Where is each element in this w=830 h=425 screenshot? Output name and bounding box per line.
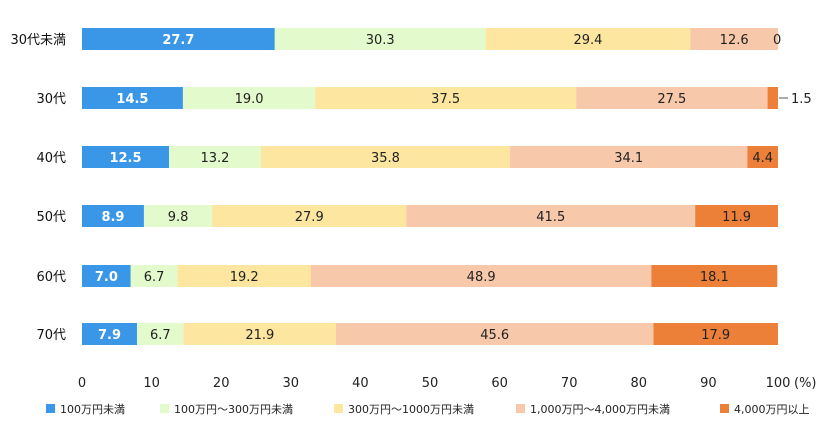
data-label: 1.5	[791, 92, 812, 107]
bar-segment	[651, 265, 778, 287]
data-label: 37.5	[431, 92, 460, 107]
data-label: 12.6	[720, 33, 749, 48]
x-tick-label: 70	[561, 376, 578, 391]
data-label: 13.2	[200, 151, 229, 166]
bar-segment	[82, 146, 169, 168]
data-label: 18.1	[700, 270, 729, 285]
bar-segment	[130, 265, 178, 287]
data-label: 45.6	[480, 328, 509, 343]
data-label: 9.8	[168, 210, 189, 225]
bar-segment	[653, 323, 778, 345]
data-label: 6.7	[144, 270, 165, 285]
category-label: 50代	[36, 210, 66, 225]
x-axis-unit: (%)	[794, 376, 817, 391]
data-label: 19.2	[230, 270, 259, 285]
bar-segment	[82, 87, 183, 109]
data-label: 27.7	[162, 33, 194, 48]
category-labels: 30代未満 30代 40代 50代 60代 70代	[10, 33, 66, 343]
bar-segment	[177, 265, 311, 287]
bar-segment	[212, 205, 407, 227]
x-tick-label: 40	[352, 376, 369, 391]
category-label: 60代	[36, 270, 66, 285]
bars-layer: 27.7 30.3 29.4 12.6 0 14.5 19.0 37.5 27.5 1.5 12.5…	[82, 28, 812, 345]
legend-label: 1,000万円～4,000万円未満	[530, 403, 670, 416]
bar-segment	[260, 146, 511, 168]
category-label: 70代	[36, 328, 66, 343]
data-label: 4.4	[752, 151, 773, 166]
legend-label: 100万円未満	[60, 403, 125, 416]
bar-segment	[310, 265, 652, 287]
bar-segment	[510, 146, 748, 168]
x-tick-label: 10	[143, 376, 160, 391]
bar-segment	[406, 205, 696, 227]
data-label: 41.5	[536, 210, 565, 225]
legend-label: 100万円～300万円未満	[174, 403, 293, 416]
x-tick-label: 80	[631, 376, 648, 391]
bar-segment	[336, 323, 654, 345]
bar-segment	[767, 87, 778, 109]
data-label: 21.9	[245, 328, 274, 343]
data-label: 7.0	[95, 270, 118, 285]
x-tick-label: 50	[422, 376, 439, 391]
legend-label: 4,000万円以上	[734, 403, 810, 416]
bar-segment	[82, 323, 137, 345]
legend-swatch	[46, 404, 55, 413]
bar-segment	[695, 205, 778, 227]
x-axis: 0 10 20 30 40 50 60 70 80 90 100 (%)	[78, 376, 817, 391]
bar-segment	[136, 323, 184, 345]
bar-segment	[690, 28, 778, 50]
bar-segment	[315, 87, 577, 109]
bar-segment	[143, 205, 213, 227]
data-label: 0	[773, 33, 781, 48]
bar-segment	[182, 87, 316, 109]
data-label: 29.4	[574, 33, 603, 48]
data-label: 6.7	[150, 328, 171, 343]
data-label: 34.1	[614, 151, 643, 166]
data-label: 35.8	[371, 151, 400, 166]
bar-segment	[747, 146, 778, 168]
data-label: 12.5	[109, 151, 141, 166]
x-tick-label: 90	[700, 376, 717, 391]
bar-segment	[183, 323, 337, 345]
data-label: 8.9	[101, 210, 124, 225]
data-label: 30.3	[366, 33, 395, 48]
category-label: 30代未満	[10, 33, 66, 48]
data-label: 17.9	[701, 328, 730, 343]
legend-label: 300万円～1000万円未満	[348, 403, 474, 416]
bar-segment	[82, 205, 144, 227]
legend-swatch	[334, 404, 343, 413]
category-label: 30代	[36, 92, 66, 107]
category-label: 40代	[36, 151, 66, 166]
bar-segment	[485, 28, 691, 50]
data-label: 27.9	[295, 210, 324, 225]
data-label: 14.5	[116, 92, 148, 107]
x-tick-label: 0	[78, 376, 86, 391]
legend-swatch	[720, 404, 729, 413]
data-label: 48.9	[467, 270, 496, 285]
data-label: 11.9	[722, 210, 751, 225]
x-tick-label: 30	[283, 376, 300, 391]
x-tick-label: 100	[766, 376, 791, 391]
legend: 100万円未満 100万円～300万円未満 300万円～1000万円未満 1,000万…	[46, 403, 810, 416]
legend-swatch	[516, 404, 525, 413]
legend-swatch	[160, 404, 169, 413]
x-tick-label: 20	[213, 376, 230, 391]
bar-segment	[169, 146, 261, 168]
bar-segment	[576, 87, 768, 109]
bar-segment	[274, 28, 486, 50]
data-label: 19.0	[235, 92, 264, 107]
bar-segment	[82, 265, 131, 287]
data-label: 7.9	[98, 328, 121, 343]
data-label: 27.5	[657, 92, 686, 107]
bar-segment	[82, 28, 275, 50]
x-tick-label: 60	[491, 376, 508, 391]
